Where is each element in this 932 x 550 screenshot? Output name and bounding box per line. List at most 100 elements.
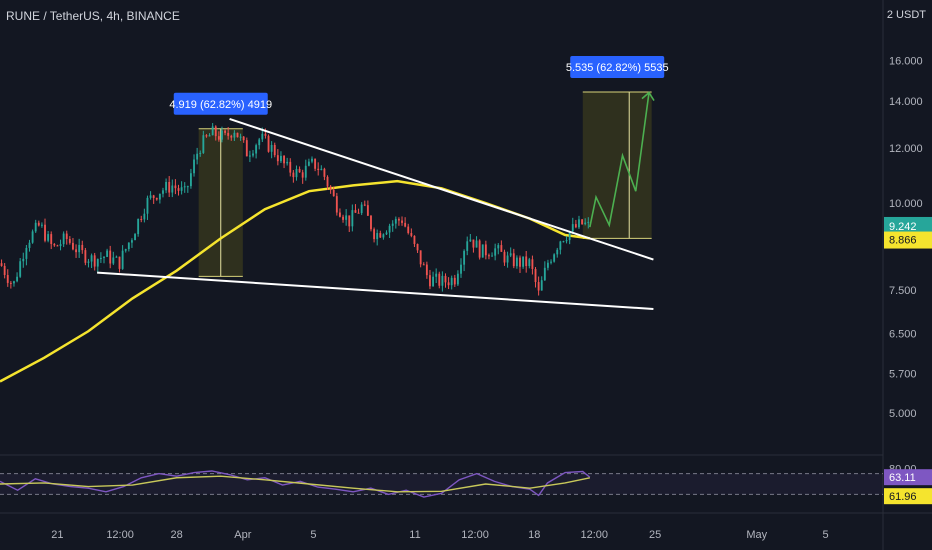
time-tick-label: 25: [649, 529, 661, 541]
candle-body: [25, 247, 28, 259]
candle-body: [488, 255, 490, 257]
candle-body: [149, 195, 152, 198]
price-tick-label: 14.000: [889, 96, 923, 108]
rsi-value: 63.11: [889, 472, 916, 484]
candle-body: [40, 224, 43, 226]
candle-body: [429, 275, 431, 287]
candle-body: [543, 267, 546, 281]
time-tick-label: 21: [51, 529, 63, 541]
ma-price-value: 8.866: [889, 235, 917, 247]
candle-body: [189, 173, 192, 187]
candle-body: [397, 218, 400, 221]
candle-body: [553, 254, 556, 262]
candle-body: [512, 253, 515, 267]
candle-body: [6, 275, 9, 283]
candle-body: [121, 250, 124, 269]
candle-body: [140, 218, 143, 220]
candle-body: [444, 275, 447, 283]
candle-body: [99, 257, 102, 260]
candle-body: [357, 212, 360, 214]
candle-body: [217, 136, 220, 140]
candle-body: [146, 197, 149, 214]
candle-body: [509, 253, 512, 256]
candle-body: [537, 282, 540, 291]
candle-body: [531, 259, 534, 270]
time-tick-label: 18: [528, 529, 540, 541]
candle-body: [44, 224, 46, 241]
candle-body: [478, 240, 481, 258]
candle-body: [413, 235, 416, 244]
candle-body: [273, 145, 276, 156]
candle-body: [245, 140, 248, 157]
candle-body: [16, 276, 19, 282]
candle-body: [550, 261, 552, 263]
candle-body: [410, 233, 413, 236]
candle-body: [199, 152, 202, 154]
price-tick-label: 7.500: [889, 285, 917, 297]
measure-badge-label-right: 5.535 (62.82%) 5535: [566, 62, 669, 74]
candle-body: [466, 241, 469, 251]
candle-body: [292, 172, 295, 178]
price-tick-label: 5.700: [889, 368, 917, 380]
candle-body: [460, 264, 462, 274]
candle-body: [9, 282, 12, 284]
candle-body: [370, 215, 372, 230]
candle-body: [425, 264, 428, 276]
currency-label[interactable]: 2 USDT: [886, 9, 926, 21]
candle-body: [59, 244, 62, 246]
candle-body: [174, 185, 177, 189]
candle-body: [196, 153, 199, 160]
measure-badge-right: [570, 55, 665, 78]
candle-body: [180, 187, 183, 191]
candle-body: [183, 186, 186, 188]
candle-body: [503, 251, 506, 263]
time-tick-label: 11: [409, 529, 420, 541]
candle-body: [519, 257, 521, 267]
candle-body: [559, 241, 562, 250]
candle-body: [463, 250, 466, 265]
candle-body: [93, 255, 96, 267]
candle-body: [267, 135, 270, 152]
candle-body: [363, 204, 366, 206]
candle-body: [143, 213, 146, 220]
candle-body: [131, 240, 133, 243]
candle-body: [578, 219, 580, 228]
candle-body: [87, 261, 90, 263]
candle-body: [53, 243, 56, 246]
candle-body: [258, 139, 261, 146]
candle-body: [571, 224, 574, 232]
candle-body: [385, 232, 388, 235]
time-tick-label: 5: [823, 529, 829, 541]
candle-body: [270, 145, 273, 152]
candle-body: [565, 240, 568, 242]
candle-body: [280, 155, 282, 162]
price-tick-label: 5.000: [889, 408, 917, 420]
candle-body: [401, 220, 403, 223]
price-tick-label: 12.000: [889, 143, 923, 155]
candle-body: [497, 245, 500, 249]
candle-body: [407, 226, 410, 234]
candle-body: [450, 277, 453, 286]
candle-body: [354, 210, 357, 213]
candle-body: [373, 229, 376, 240]
measure-box-right: [582, 91, 652, 239]
rsi-ma-value: 61.96: [889, 491, 917, 503]
candle-body: [304, 165, 307, 178]
candle-body: [106, 250, 109, 257]
candle-body: [342, 216, 344, 220]
time-tick-label: 12:00: [580, 529, 608, 541]
candle-body: [109, 250, 112, 264]
candle-body: [438, 273, 441, 286]
candle-body: [345, 215, 348, 220]
price-tick-label: 16.000: [889, 56, 923, 68]
candle-body: [127, 242, 130, 250]
candle-body: [227, 132, 230, 136]
candle-body: [298, 168, 301, 173]
candle-body: [252, 153, 254, 156]
candle-body: [233, 132, 236, 138]
candle-body: [494, 248, 497, 256]
price-tick-label: 6.500: [889, 329, 917, 341]
candle-body: [332, 189, 335, 197]
candle-body: [264, 133, 267, 136]
